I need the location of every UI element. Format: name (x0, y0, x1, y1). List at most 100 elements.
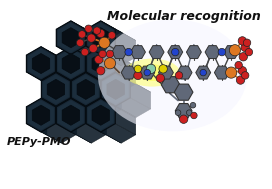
Circle shape (243, 39, 251, 46)
Circle shape (225, 67, 237, 78)
Polygon shape (77, 79, 94, 99)
Polygon shape (55, 107, 76, 135)
Polygon shape (71, 72, 106, 91)
Circle shape (99, 37, 110, 48)
Polygon shape (85, 107, 106, 135)
Polygon shape (86, 21, 115, 54)
Polygon shape (56, 98, 85, 132)
Polygon shape (56, 21, 85, 54)
Circle shape (125, 48, 132, 56)
Polygon shape (28, 48, 54, 79)
Polygon shape (41, 98, 76, 117)
Polygon shape (116, 73, 151, 92)
Circle shape (242, 72, 249, 79)
Polygon shape (26, 72, 61, 91)
Polygon shape (56, 107, 77, 135)
Polygon shape (58, 23, 84, 53)
Polygon shape (85, 55, 106, 83)
Polygon shape (41, 73, 76, 92)
Polygon shape (70, 81, 91, 109)
Polygon shape (186, 46, 201, 59)
Circle shape (106, 50, 114, 58)
Polygon shape (56, 72, 91, 91)
Polygon shape (86, 98, 121, 117)
Circle shape (76, 39, 84, 46)
Circle shape (175, 110, 181, 115)
Polygon shape (101, 124, 136, 143)
Polygon shape (101, 47, 136, 66)
Polygon shape (92, 53, 109, 74)
Polygon shape (107, 79, 124, 99)
Polygon shape (131, 46, 146, 59)
Polygon shape (58, 48, 84, 79)
Polygon shape (32, 53, 50, 74)
Polygon shape (115, 55, 136, 83)
Polygon shape (71, 98, 106, 118)
Polygon shape (101, 98, 136, 118)
Polygon shape (86, 72, 121, 91)
Polygon shape (140, 66, 155, 79)
Polygon shape (86, 47, 115, 80)
Circle shape (191, 112, 197, 119)
Circle shape (239, 53, 248, 61)
Polygon shape (41, 124, 76, 143)
Polygon shape (121, 66, 136, 79)
Circle shape (186, 110, 192, 115)
Polygon shape (214, 66, 229, 79)
Polygon shape (26, 47, 55, 80)
Polygon shape (86, 55, 107, 83)
Polygon shape (86, 46, 121, 66)
Circle shape (241, 43, 249, 52)
Polygon shape (56, 29, 77, 57)
Polygon shape (71, 47, 106, 66)
Circle shape (238, 67, 246, 75)
Polygon shape (88, 23, 114, 53)
Circle shape (134, 65, 142, 73)
Ellipse shape (136, 64, 168, 81)
Polygon shape (86, 98, 121, 118)
Ellipse shape (124, 59, 180, 87)
Polygon shape (26, 47, 61, 66)
Polygon shape (88, 48, 114, 79)
Polygon shape (71, 73, 106, 92)
Circle shape (236, 76, 245, 84)
Polygon shape (115, 29, 136, 57)
Polygon shape (62, 53, 80, 74)
Circle shape (134, 71, 142, 80)
Polygon shape (86, 98, 115, 132)
Polygon shape (71, 124, 106, 143)
Circle shape (85, 25, 92, 33)
Circle shape (78, 31, 86, 38)
Polygon shape (71, 46, 106, 66)
Polygon shape (26, 107, 47, 135)
Polygon shape (56, 47, 85, 80)
Polygon shape (41, 81, 62, 109)
Circle shape (229, 45, 240, 56)
Circle shape (108, 32, 116, 39)
Polygon shape (56, 98, 91, 117)
Polygon shape (101, 73, 136, 92)
Polygon shape (43, 74, 69, 105)
Polygon shape (224, 46, 239, 59)
Polygon shape (101, 72, 136, 91)
Polygon shape (101, 81, 122, 109)
Polygon shape (71, 81, 92, 109)
Polygon shape (159, 66, 173, 79)
Polygon shape (86, 47, 121, 66)
Polygon shape (92, 28, 109, 48)
Polygon shape (149, 46, 164, 59)
Circle shape (97, 29, 105, 38)
Polygon shape (86, 29, 107, 57)
Polygon shape (174, 84, 193, 100)
Ellipse shape (98, 19, 247, 131)
Polygon shape (41, 98, 76, 118)
Circle shape (156, 74, 165, 82)
Polygon shape (88, 100, 114, 130)
Polygon shape (101, 21, 136, 40)
Circle shape (190, 102, 196, 108)
Polygon shape (86, 107, 107, 135)
Polygon shape (26, 98, 55, 132)
Polygon shape (177, 66, 192, 79)
Polygon shape (47, 79, 65, 99)
Circle shape (97, 67, 105, 75)
